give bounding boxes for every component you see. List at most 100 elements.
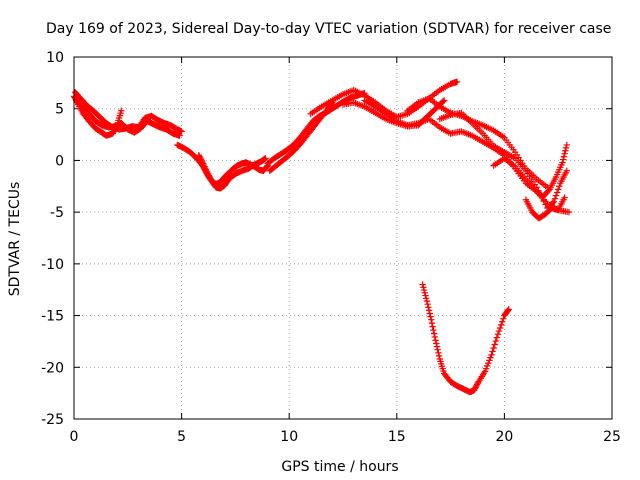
- data-point: [198, 157, 205, 164]
- data-point: [435, 352, 443, 360]
- data-point: [500, 315, 507, 322]
- data-point: [496, 324, 504, 332]
- series-satellite-track-6: [264, 90, 368, 167]
- data-point: [562, 147, 569, 154]
- data-point: [485, 359, 492, 367]
- data-points: [70, 78, 573, 396]
- data-point: [196, 153, 203, 160]
- data-point: [430, 330, 438, 337]
- data-point: [419, 281, 426, 288]
- data-point: [553, 189, 561, 196]
- data-point: [204, 169, 211, 177]
- x-axis-label: GPS time / hours: [281, 459, 398, 475]
- data-point: [435, 349, 442, 357]
- axis-ticks: [73, 56, 613, 420]
- y-tick-label: -25: [41, 412, 64, 428]
- data-point: [195, 152, 203, 159]
- data-point: [561, 150, 568, 157]
- chart-title: Day 169 of 2023, Sidereal Day-to-day VTE…: [46, 21, 611, 37]
- data-point: [199, 158, 206, 166]
- data-point: [433, 340, 440, 347]
- data-point: [422, 292, 429, 299]
- plot-frame: [73, 56, 613, 420]
- data-point: [431, 333, 439, 341]
- data-point: [109, 130, 116, 137]
- data-point: [428, 319, 436, 327]
- series-satellite-track-15: [419, 281, 512, 396]
- data-point: [563, 141, 571, 149]
- data-point: [486, 357, 493, 364]
- data-point: [551, 195, 559, 202]
- data-point: [495, 327, 503, 335]
- data-point: [471, 386, 478, 394]
- data-point: [197, 154, 204, 162]
- data-point: [481, 368, 489, 375]
- data-point: [429, 323, 436, 330]
- data-point: [491, 341, 498, 348]
- data-point: [440, 97, 448, 104]
- series-satellite-track-14: [522, 194, 568, 222]
- data-point: [453, 78, 461, 86]
- data-point: [206, 173, 213, 181]
- data-point: [556, 183, 563, 190]
- data-point: [494, 330, 502, 338]
- data-point: [425, 304, 432, 311]
- series-satellite-track-7: [266, 99, 336, 174]
- data-point: [489, 348, 496, 355]
- data-point: [550, 198, 558, 205]
- x-tick-label: 25: [603, 429, 621, 445]
- data-point: [560, 156, 567, 163]
- y-tick-label: 10: [46, 50, 64, 66]
- y-tick-label: 5: [55, 102, 64, 118]
- y-tick-label: -15: [41, 309, 64, 325]
- data-point: [262, 155, 269, 162]
- data-point: [432, 337, 439, 344]
- data-point: [420, 286, 428, 294]
- data-point: [423, 297, 431, 305]
- data-point: [483, 362, 491, 370]
- y-tick-labels: -25 -20 -15 -10 -5 0 5 10: [41, 50, 64, 428]
- data-point: [427, 313, 434, 320]
- data-point: [497, 321, 505, 329]
- data-point: [563, 167, 571, 174]
- data-point: [197, 156, 205, 163]
- data-point: [555, 186, 562, 193]
- data-point: [499, 318, 506, 325]
- data-point: [552, 192, 560, 199]
- y-tick-label: 0: [55, 153, 64, 169]
- data-point: [207, 175, 214, 182]
- data-point: [549, 199, 557, 207]
- data-point: [559, 159, 566, 166]
- y-axis-label: SDTVAR / TECUs: [7, 182, 23, 297]
- data-point: [471, 385, 479, 392]
- data-point: [205, 172, 213, 179]
- data-point: [561, 194, 568, 201]
- data-point: [490, 344, 497, 352]
- data-point: [540, 197, 548, 205]
- x-tick-label: 20: [495, 429, 513, 445]
- data-point: [420, 284, 427, 291]
- x-tick-label: 10: [280, 429, 298, 445]
- data-point: [565, 208, 573, 216]
- data-point: [430, 326, 437, 334]
- data-point: [426, 310, 433, 317]
- data-point: [421, 289, 428, 297]
- data-point: [493, 334, 501, 341]
- x-tick-label: 15: [388, 429, 406, 445]
- y-tick-label: -20: [41, 360, 64, 376]
- data-point: [263, 163, 271, 170]
- series-satellite-track-5: [195, 152, 269, 192]
- data-point: [178, 128, 185, 135]
- data-point: [118, 107, 125, 114]
- series-satellite-track-3: [71, 88, 185, 135]
- data-point: [472, 384, 479, 391]
- data-point: [439, 98, 447, 105]
- data-point: [204, 171, 212, 178]
- grid: [74, 57, 612, 419]
- x-tick-label: 5: [177, 429, 186, 445]
- data-point: [473, 381, 481, 388]
- x-tick-label: 0: [70, 429, 79, 445]
- data-point: [482, 365, 490, 372]
- data-point: [562, 144, 570, 152]
